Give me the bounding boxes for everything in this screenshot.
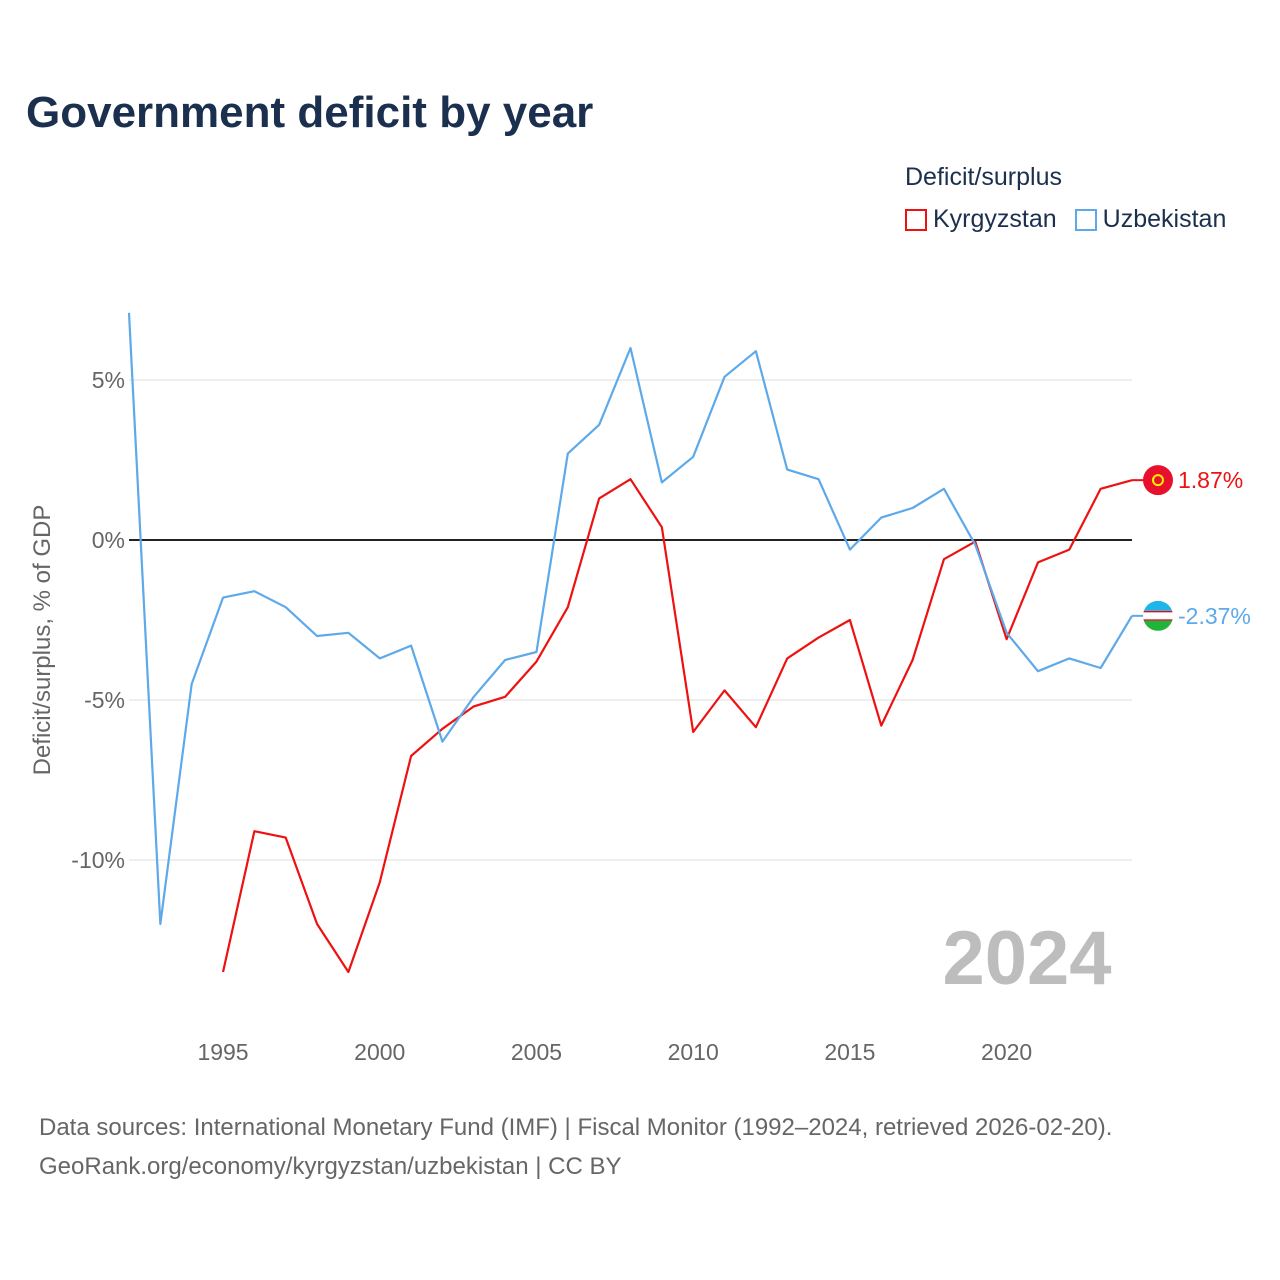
source-line-2: GeoRank.org/economy/kyrgyzstan/uzbekista… [39,1153,622,1180]
y-tick-label: 5% [92,367,125,393]
legend: Kyrgyzstan Uzbekistan [905,205,1226,234]
legend-item-kyrgyzstan[interactable]: Kyrgyzstan [905,205,1057,234]
x-tick-label: 1995 [197,1039,248,1065]
source-note: Data sources: International Monetary Fun… [39,1108,1112,1186]
x-tick-label: 2000 [354,1039,405,1065]
legend-label: Kyrgyzstan [933,205,1057,233]
x-tick-label: 2015 [824,1039,875,1065]
legend-title: Deficit/surplus [905,163,1062,191]
series-line-uzbekistan [127,312,1133,926]
flag-icon-kyrgyzstan [1143,465,1173,496]
chart-title: Government deficit by year [26,88,594,137]
series-line-kyrgyzstan [221,478,1133,974]
x-tick-label: 2010 [668,1039,719,1065]
source-line-1: Data sources: International Monetary Fun… [39,1114,1113,1141]
y-axis-label: Deficit/surplus, % of GDP [29,505,56,776]
year-watermark: 2024 [942,916,1111,1001]
end-value-label: -2.37% [1178,603,1251,629]
legend-item-uzbekistan[interactable]: Uzbekistan [1074,205,1227,234]
legend-swatch [1074,208,1097,231]
flag-icon-uzbekistan [1143,600,1173,631]
x-tick-label: 2020 [981,1039,1032,1065]
legend-label: Uzbekistan [1102,205,1227,233]
end-value-label: 1.87% [1178,467,1243,493]
legend-swatch [905,208,927,231]
y-tick-label: -5% [84,687,125,713]
y-tick-label: -10% [71,847,125,873]
x-tick-label: 2005 [511,1039,562,1065]
y-tick-label: 0% [92,527,125,553]
